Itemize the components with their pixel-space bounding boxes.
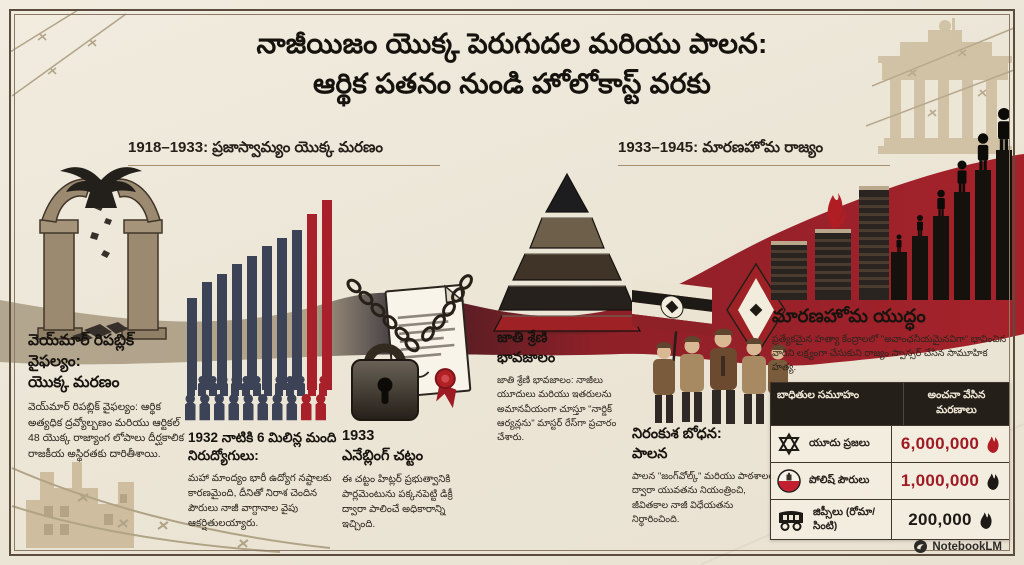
indoctrination-block: నిరంకుశ బోధన: పాలన పాలన "జంగ్‌వోల్క్" మర… <box>632 425 778 527</box>
unemployment-block: 1932 నాటికి 6 మిలిన్ల మంది నిరుద్యోగులు:… <box>188 429 340 531</box>
section-header-1918-1933: 1918–1933: ప్రజాస్వామ్యం యొక్క మరణం <box>128 139 440 166</box>
victim-group-label: యూదు ప్రజలు <box>809 437 870 450</box>
victim-group-label: జిప్సీలు (రోమా/సింటి) <box>813 506 875 532</box>
enabling-act-body: ఈ చట్టం హిట్లర్ ప్రభుత్వానికి పార్లమెంటు… <box>342 474 453 531</box>
page-title: నాజీయిజం యొక్క పెరుగుదల మరియు పాలన: ఆర్థ… <box>172 24 852 104</box>
victims-col-group: బాధితుల సమూహం <box>777 389 860 401</box>
seal-ribbon-icon <box>434 368 457 409</box>
bar-series <box>187 200 332 390</box>
diamond-banner-icon <box>726 262 786 423</box>
marching-figures-illustration <box>632 262 788 424</box>
title-line1: నాజీయిజం యొక్క పెరుగుదల మరియు పాలన: <box>256 28 768 59</box>
holocaust-body: ప్రత్యేకమైన హత్యా కేంద్రాలలో "అవాంఛనీయమై… <box>772 333 1007 374</box>
notebooklm-logo-icon <box>914 540 928 553</box>
broken-arch-illustration <box>37 167 167 342</box>
enabling-act-heading: 1933 ఎనేబ్లింగ్ చట్టం <box>342 428 424 464</box>
barbed-wire-top-right <box>865 27 1015 127</box>
deaths-value: 1,000,000 <box>900 471 980 490</box>
deaths-value: 6,000,000 <box>900 434 980 453</box>
enabling-act-block: 1933 ఎనేబ్లింగ్ చట్టం ఈ చట్టం హిట్లర్ ప్… <box>342 427 478 532</box>
racial-ideology-body: జాతి శ్రేణి భావజాలం: నాజీలు యూదులు మరియు… <box>497 375 617 444</box>
bar-figures <box>896 108 1010 252</box>
flame-icon <box>986 435 1000 453</box>
flame-icon <box>986 472 1000 490</box>
hierarchy-pyramid-illustration <box>493 172 641 334</box>
victims-table: బాధితుల సమూహం అంచనా వేసిన మరణాలు యూదు ప్… <box>770 382 1010 541</box>
victim-group-label: పోలిష్ పౌరులు <box>809 474 870 487</box>
victims-col-deaths: అంచనా వేసిన మరణాలు <box>903 383 1009 425</box>
barbed-wire-bottom-left <box>11 467 331 553</box>
section-header-1933-1945: 1933–1945: మారణహోమ రాజ్యం <box>618 139 890 166</box>
deaths-value: 200,000 <box>908 509 972 529</box>
ruins-illustration <box>11 462 331 553</box>
chimney-stacks <box>771 186 889 300</box>
victims-table-header: బాధితుల సమూహం అంచనా వేసిన మరణాలు <box>771 383 1009 425</box>
holocaust-block: మారణహోమ యుద్ధం ప్రత్యేకమైన హత్యా కేంద్రా… <box>772 304 1012 376</box>
weimar-body: వెయ్‌మార్ రిపబ్లిక్ వైఫల్యం: ఆర్థిక అత్య… <box>28 400 185 461</box>
watermark-label: NotebookLM <box>932 540 1002 553</box>
notebooklm-watermark[interactable]: NotebookLM <box>914 540 1002 553</box>
flame-icon <box>827 193 846 229</box>
racial-ideology-block: జాతి శ్రేణి భావజాలం జాతి శ్రేణి భావజాలం:… <box>497 329 623 445</box>
title-line2: ఆర్థిక పతనం నుండి హోలోకాస్ట్ వరకు <box>312 67 712 99</box>
barbed-wire-top-left <box>9 9 127 97</box>
weimar-block: వెయ్‌మార్ రిపబ్లిక్ వైఫల్యం: యొక్క మరణం … <box>28 331 192 463</box>
rising-bars <box>891 150 1012 300</box>
chain-icon <box>346 274 473 353</box>
unemployment-body: మహా మాంద్యం భారీ ఉద్యోగ నష్టాలకు కారణమైం… <box>188 473 332 530</box>
indoctrination-body: పాలన "జంగ్‌వోల్క్" మరియు పాఠశాలల ద్వారా … <box>632 471 776 525</box>
indoctrination-heading: నిరంకుశ బోధన: పాలన <box>632 426 722 462</box>
table-row-polish: పోలిష్ పౌరులు 1,000,000 <box>771 462 1009 499</box>
padlock-icon <box>351 343 419 421</box>
unemployment-heading: 1932 నాటికి 6 మిలిన్ల మంది నిరుద్యోగులు: <box>188 430 337 464</box>
unemployment-bar-chart <box>185 200 332 421</box>
padlock-document-illustration <box>346 274 473 421</box>
racial-ideology-heading: జాతి శ్రేణి భావజాలం <box>497 330 556 366</box>
poland-flag-icon <box>777 469 801 493</box>
falling-rubble <box>72 202 128 342</box>
star-of-david-icon <box>777 432 801 456</box>
eagle-icon <box>60 167 142 208</box>
wagon-icon <box>777 509 805 531</box>
weimar-heading: వెయ్‌మార్ రిపబ్లిక్ వైఫల్యం: యొక్క మరణం <box>28 332 135 391</box>
youth-figures <box>653 328 788 424</box>
brandenburg-gate-illustration <box>878 18 1012 154</box>
flame-icon <box>979 511 993 529</box>
holocaust-heading: మారణహోమ యుద్ధం <box>772 305 926 326</box>
table-row-roma: జిప్సీలు (రోమా/సింటి) 200,000 <box>771 499 1009 540</box>
camp-and-rising-bars-illustration <box>771 108 1012 300</box>
table-row-jewish: యూదు ప్రజలు 6,000,000 <box>771 425 1009 462</box>
